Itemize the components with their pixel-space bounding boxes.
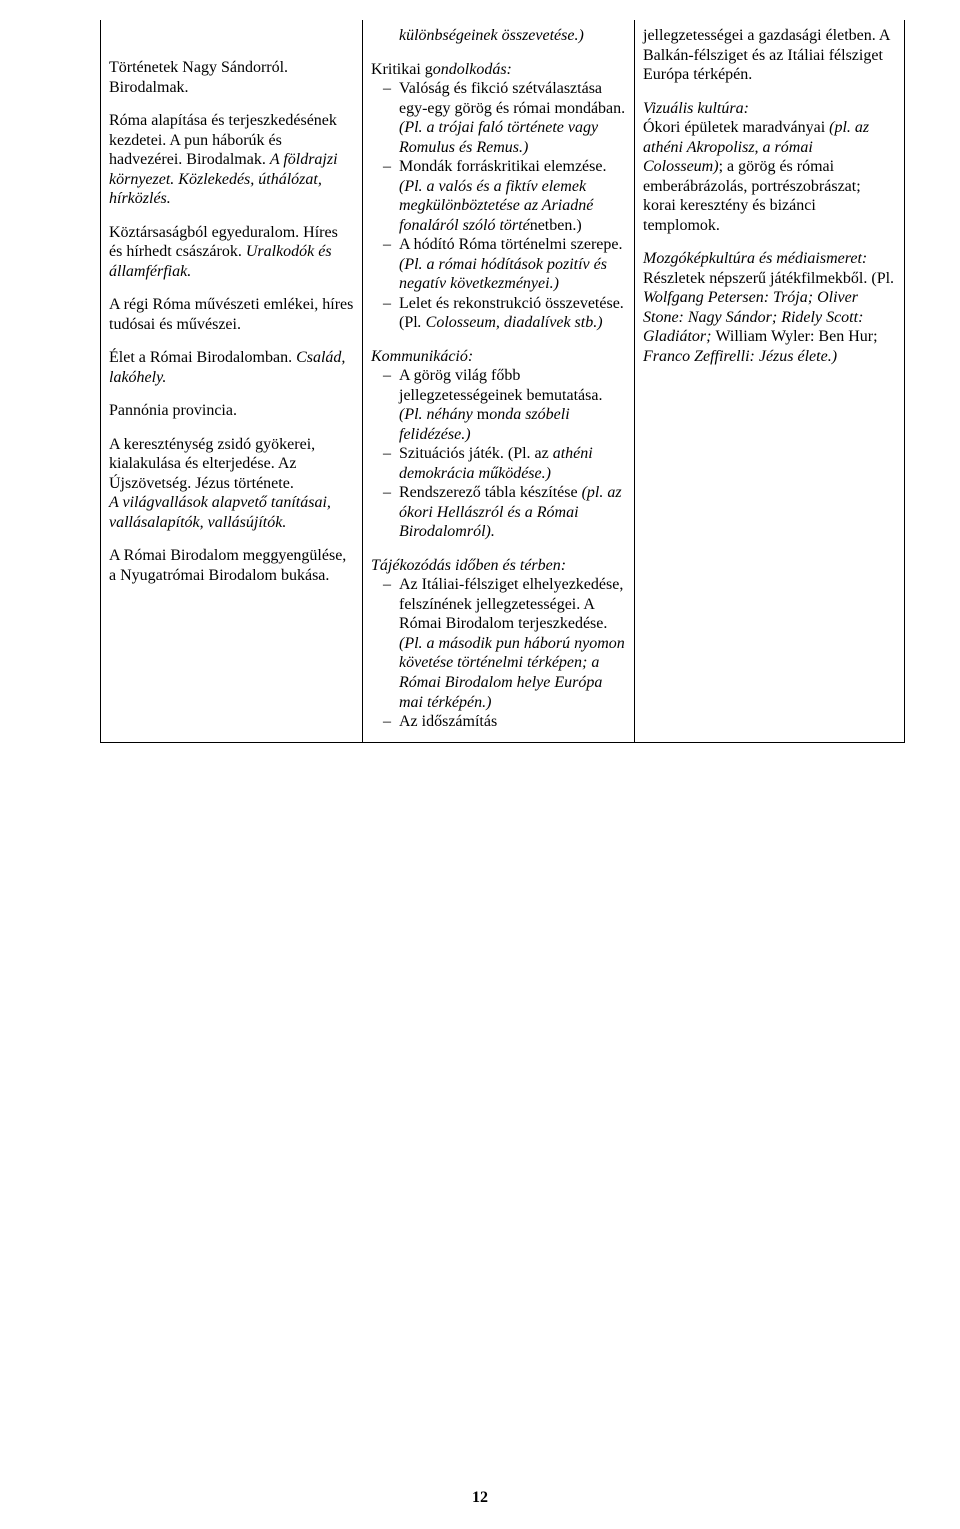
list-item: A görög világ főbb jellegzetességeinek b…	[387, 366, 626, 444]
col2-heading-kritikai: Kritikai gondolkodás:	[371, 60, 626, 80]
text: Az időszámítás	[399, 713, 497, 730]
text: Rendszerező tábla készítése	[399, 484, 582, 501]
text-italic: Franco Zeffirelli: Jézus élete.)	[643, 348, 837, 365]
list-item: Mondák forráskritikai elemzése. (Pl. a v…	[387, 157, 626, 235]
text-italic: (Pl. a második pun háború nyomon követés…	[399, 635, 625, 711]
col1-para-3: Köztársaságból egyeduralom. Híres és hír…	[109, 223, 354, 282]
text-italic: (Pl. a trójai faló története vagy Romulu…	[399, 119, 598, 156]
text-italic: Mozgóképkultúra és médiaismeret:	[643, 250, 867, 267]
list-item: Szituációs játék. (Pl. az athéni demokrá…	[387, 444, 626, 483]
col1-para-5: Élet a Római Birodalomban. Család, lakóh…	[109, 348, 354, 387]
text: Az Itáliai-félsziget elhelyezkedése, fel…	[399, 576, 623, 632]
content-table: Történetek Nagy Sándorról. Birodalmak. R…	[100, 20, 905, 743]
text-italic: (Pl. a római hódítások pozitív és negatí…	[399, 256, 607, 293]
text: Szituációs játék. (Pl. az	[399, 445, 553, 462]
col1-para-7: A kereszténység zsidó gyökerei, kialakul…	[109, 435, 354, 494]
col2-list-komm: A görög világ főbb jellegzetességeinek b…	[371, 366, 626, 542]
list-item: Az Itáliai-félsziget elhelyezkedése, fel…	[387, 575, 626, 712]
list-item: Valóság és fikció szétválasztása egy-egy…	[387, 79, 626, 157]
col3-para-1: jellegzetességei a gazdasági életben. A …	[643, 26, 895, 85]
col2-continuation: különbségeinek összevetése.)	[371, 26, 626, 46]
col1-para-2: Róma alapítása és terjeszkedésének kezde…	[109, 111, 354, 209]
text: Részletek népszerű játékfilmekből. (Pl.	[643, 270, 894, 287]
text-italic: . Colosseum, diadalívek stb.)	[418, 314, 603, 331]
text-italic: ondolkodás:	[433, 61, 512, 78]
list-item: Az időszámítás	[387, 712, 626, 732]
text: A görög világ főbb jellegzetességeinek b…	[399, 367, 602, 404]
text: Élet a Római Birodalomban.	[109, 349, 296, 366]
column-1: Történetek Nagy Sándorról. Birodalmak. R…	[101, 20, 363, 742]
text: m	[477, 406, 489, 423]
col1-top-spacer	[109, 26, 354, 58]
col1-para-4: A régi Róma művészeti emlékei, híres tud…	[109, 295, 354, 334]
col2-heading-komm: Kommunikáció:	[371, 347, 626, 367]
col1-para-9: A Római Birodalom meggyengülése, a Nyuga…	[109, 546, 354, 585]
list-item: Lelet és rekonstrukció összevetése. (Pl.…	[387, 294, 626, 333]
page-number: 12	[0, 1489, 960, 1507]
text-italic: Vizuális kultúra:	[643, 100, 749, 117]
column-2: különbségeinek összevetése.) Kritikai go…	[363, 20, 635, 742]
text: William Wyler: Ben Hur;	[715, 328, 877, 345]
text: Kritikai g	[371, 61, 433, 78]
col1-para-8: A világvallások alapvető tanításai, vall…	[109, 493, 354, 532]
col2-list-kritikai: Valóság és fikció szétválasztása egy-egy…	[371, 79, 626, 333]
text: Ókori épületek maradványai	[643, 119, 829, 136]
col2-list-taj: Az Itáliai-félsziget elhelyezkedése, fel…	[371, 575, 626, 731]
list-item: A hódító Róma történelmi szerepe. (Pl. a…	[387, 235, 626, 294]
text: A hódító Róma történelmi szerepe.	[399, 236, 623, 253]
col1-para-6: Pannónia provincia.	[109, 401, 354, 421]
col1-para-1: Történetek Nagy Sándorról. Birodalmak.	[109, 58, 354, 97]
col3-para-2: Vizuális kultúra: Ókori épületek maradvá…	[643, 99, 895, 236]
col3-para-3: Mozgóképkultúra és médiaismeret: Részlet…	[643, 249, 895, 366]
col2-heading-taj: Tájékozódás időben és térben:	[371, 556, 626, 576]
text-italic: (Pl. néhány	[399, 406, 477, 423]
list-item: Rendszerező tábla készítése (pl. az ókor…	[387, 483, 626, 542]
page: Történetek Nagy Sándorról. Birodalmak. R…	[0, 0, 960, 1529]
text: netben.)	[530, 217, 582, 234]
text: Mondák forráskritikai elemzése.	[399, 158, 606, 175]
text: Valóság és fikció szétválasztása egy-egy…	[399, 80, 625, 117]
column-3: jellegzetességei a gazdasági életben. A …	[635, 20, 903, 742]
